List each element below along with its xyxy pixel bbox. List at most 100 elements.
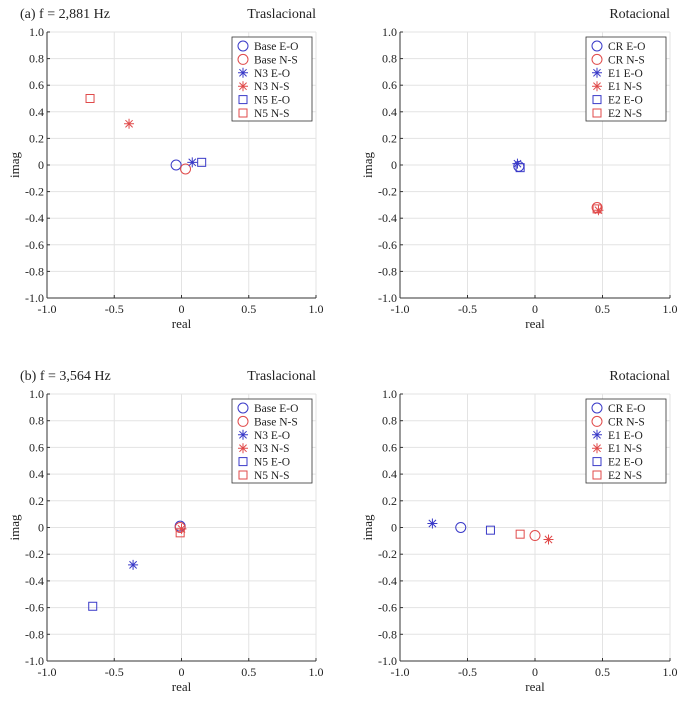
y-axis-label: imag <box>7 152 22 178</box>
y-tick-label: 0.4 <box>382 467 397 481</box>
x-tick-label: 0 <box>532 302 538 316</box>
data-point-e2-n-s <box>515 529 525 539</box>
x-tick-label: -0.5 <box>458 302 477 316</box>
legend-marker <box>237 415 249 427</box>
x-tick-label: 0 <box>179 665 185 679</box>
y-tick-label: 0 <box>38 521 44 535</box>
x-tick-label: 0.5 <box>241 302 256 316</box>
legend-entry: Base N-S <box>254 416 298 428</box>
x-tick-label: 0.5 <box>595 302 610 316</box>
y-tick-label: -0.8 <box>378 264 397 278</box>
x-tick-label: 0.5 <box>595 665 610 679</box>
legend-entry: CR E-O <box>608 403 645 415</box>
y-tick-label: 0.4 <box>29 467 44 481</box>
subplot-2: -1.0 -0.5 0 0.5 1.0 1.0 0.8 0.6 0.4 0.2 0 -0.2 -0.4 -… <box>360 7 678 331</box>
legend-entry: E2 E-O <box>608 95 643 107</box>
x-axis-label: real <box>525 316 545 331</box>
y-tick-label: -0.2 <box>25 185 44 199</box>
data-point-n3-e-o <box>187 157 198 168</box>
y-tick-label: -0.8 <box>25 264 44 278</box>
x-tick-label: -0.5 <box>105 665 124 679</box>
y-tick-label: 0.2 <box>29 131 44 145</box>
y-tick-label: -1.0 <box>25 654 44 668</box>
legend-marker <box>591 53 603 65</box>
data-point-base-e-o <box>170 159 182 171</box>
legend-box <box>585 36 667 122</box>
legend-marker <box>591 402 603 414</box>
legend-entry: E2 N-S <box>608 470 642 482</box>
legend-marker <box>237 53 249 65</box>
y-tick-label: 0.4 <box>382 105 397 119</box>
y-tick-label: 0.8 <box>29 52 44 66</box>
y-tick-label: -1.0 <box>378 291 397 305</box>
data-point-e1-n-s <box>543 534 554 545</box>
legend-marker <box>237 40 249 52</box>
y-tick-label: 1.0 <box>382 387 397 401</box>
legend-marker <box>238 67 248 78</box>
subplot-1: -1.0 -0.5 0 0.5 1.0 1.0 0.8 0.6 0.4 0.2 0 -0.2 -0.4 -… <box>7 7 324 331</box>
legend-entry: E1 N-S <box>608 81 642 93</box>
data-point-n5-e-o <box>197 157 207 167</box>
y-tick-label: 0.8 <box>29 414 44 428</box>
y-tick-label: -0.8 <box>25 627 44 641</box>
legend-marker <box>238 95 248 105</box>
y-tick-label: 0.2 <box>29 494 44 508</box>
y-axis-label: imag <box>360 514 375 540</box>
chart-subtitle: Rotacional <box>609 369 670 384</box>
legend-marker <box>238 470 248 480</box>
data-point-e2-n-s <box>592 204 602 214</box>
y-tick-label: -0.4 <box>378 574 397 588</box>
y-tick-label: -0.6 <box>25 238 44 252</box>
y-tick-label: 0 <box>38 158 44 172</box>
legend-marker <box>592 95 602 105</box>
legend-box <box>231 36 313 122</box>
y-axis-label: imag <box>360 152 375 178</box>
x-axis-label: real <box>525 679 545 694</box>
legend-entry: CR N-S <box>608 416 645 428</box>
data-point-cr-n-s <box>529 530 541 542</box>
y-tick-label: 0.2 <box>382 494 397 508</box>
data-point-n5-e-o <box>88 601 98 611</box>
legend-entry: Base N-S <box>254 54 298 66</box>
legend-entry: E2 N-S <box>608 108 642 120</box>
legend-marker <box>591 415 603 427</box>
chart-title: (b) f = 3,564 Hz <box>20 369 111 384</box>
y-tick-label: -0.4 <box>25 211 44 225</box>
x-tick-label: 1.0 <box>663 302 678 316</box>
subplot-4: -1.0 -0.5 0 0.5 1.0 1.0 0.8 0.6 0.4 0.2 0 -0.2 -0.4 -… <box>360 369 678 694</box>
chart-subtitle: Traslacional <box>247 369 316 384</box>
x-tick-label: 1.0 <box>309 665 324 679</box>
y-axis-label: imag <box>7 514 22 540</box>
data-point-e2-e-o <box>485 525 495 535</box>
legend-marker <box>238 457 248 467</box>
y-tick-label: -0.6 <box>25 601 44 615</box>
data-point-e1-e-o <box>427 518 438 529</box>
x-tick-label: -1.0 <box>391 665 410 679</box>
legend-marker <box>592 81 602 92</box>
legend-entry: N5 E-O <box>254 457 290 469</box>
legend-entry: CR N-S <box>608 54 645 66</box>
x-tick-label: 1.0 <box>663 665 678 679</box>
legend-marker <box>238 108 248 118</box>
x-tick-label: 0 <box>532 665 538 679</box>
data-point-cr-e-o <box>455 522 467 533</box>
y-tick-label: -0.2 <box>378 547 397 561</box>
legend-marker <box>591 40 603 52</box>
legend-entry: N3 E-O <box>254 68 290 80</box>
subplot-3: -1.0 -0.5 0 0.5 1.0 1.0 0.8 0.6 0.4 0.2 0 -0.2 -0.4 -… <box>7 369 324 694</box>
y-tick-label: 0.2 <box>382 131 397 145</box>
y-tick-label: 1.0 <box>29 25 44 39</box>
y-tick-label: 0.6 <box>29 440 44 454</box>
legend-entry: E2 E-O <box>608 457 643 469</box>
x-tick-label: 1.0 <box>309 302 324 316</box>
y-tick-label: 0.6 <box>382 440 397 454</box>
legend-marker <box>592 108 602 118</box>
legend-marker <box>592 443 602 454</box>
y-tick-label: 0 <box>391 158 397 172</box>
data-point-e1-n-s <box>593 205 604 216</box>
data-point-n3-n-s <box>124 118 135 129</box>
y-tick-label: -0.6 <box>378 601 397 615</box>
